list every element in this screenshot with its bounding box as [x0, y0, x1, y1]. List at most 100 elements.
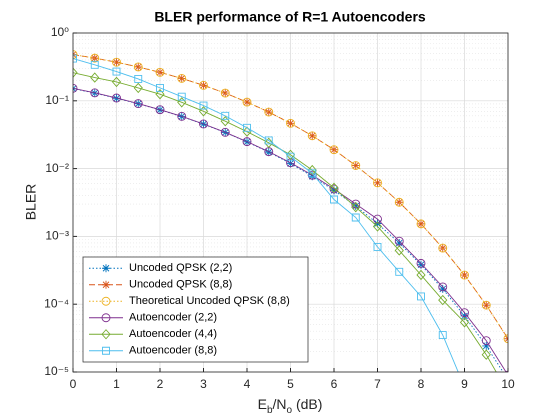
marker	[90, 60, 99, 69]
marker	[481, 349, 491, 360]
marker	[199, 80, 208, 90]
marker	[177, 92, 186, 101]
marker	[481, 336, 491, 346]
chart-title: BLER performance of R=1 Autoencoders	[154, 9, 426, 25]
marker	[395, 267, 404, 276]
x-axis-label: Eb/No (dB)	[258, 396, 323, 416]
series-line	[73, 87, 507, 372]
marker	[394, 245, 404, 256]
marker	[286, 159, 295, 168]
marker	[286, 118, 295, 128]
marker	[438, 294, 448, 306]
marker	[101, 296, 111, 306]
x-axis-label-part: (dB)	[292, 396, 322, 412]
marker	[112, 67, 121, 76]
marker	[329, 145, 339, 155]
marker	[394, 236, 404, 246]
marker	[503, 334, 508, 344]
marker	[177, 74, 186, 83]
marker	[112, 93, 121, 103]
marker	[102, 280, 110, 289]
marker	[242, 137, 252, 147]
marker	[373, 242, 382, 251]
legend: Uncoded QPSK (2,2) Uncoded QPSK (8,8) Theo…	[82, 256, 309, 363]
marker	[351, 202, 360, 211]
marker	[372, 221, 383, 232]
marker	[102, 346, 110, 355]
marker	[243, 98, 251, 107]
marker	[134, 75, 143, 83]
marker	[73, 54, 77, 63]
marker	[373, 214, 382, 224]
marker	[242, 97, 252, 107]
marker	[73, 83, 78, 93]
x-tick-label: 8	[418, 377, 425, 391]
marker	[73, 50, 78, 59]
x-tick-label: 10	[501, 377, 515, 391]
y-tick-label: 10⁻⁴	[44, 296, 69, 310]
legend-box	[82, 256, 309, 363]
x-tick-label: 1	[113, 377, 120, 391]
y-tick-label: 10⁻¹	[45, 93, 69, 107]
marker	[90, 72, 100, 83]
marker	[460, 308, 469, 318]
marker	[307, 131, 317, 141]
marker	[351, 161, 361, 170]
y-tick-label: 10⁰	[51, 25, 69, 39]
marker	[459, 317, 470, 328]
marker	[101, 329, 111, 340]
legend-label: Autoencoder (2,2)	[129, 312, 217, 324]
marker	[90, 88, 100, 98]
marker	[373, 178, 382, 187]
marker	[155, 89, 165, 100]
marker	[438, 282, 448, 292]
marker	[308, 169, 317, 178]
x-axis-label-part: /N	[273, 396, 287, 412]
marker	[438, 331, 447, 340]
x-axis-label-part: o	[287, 405, 293, 416]
marker	[373, 178, 382, 188]
marker	[133, 62, 143, 72]
legend-label: Theoretical Uncoded QPSK (8,8)	[129, 295, 290, 307]
legend-label: Autoencoder (4,4)	[129, 328, 217, 340]
marker	[417, 219, 425, 228]
legend-label: Uncoded QPSK (8,8)	[129, 279, 232, 291]
marker	[286, 152, 295, 161]
marker	[242, 126, 252, 137]
marker	[112, 57, 121, 67]
series-line	[73, 72, 497, 372]
marker	[482, 341, 491, 350]
marker	[220, 127, 230, 137]
y-tick-label: 10⁻³	[45, 229, 69, 243]
marker	[177, 111, 187, 121]
marker	[133, 82, 143, 94]
x-tick-label: 3	[200, 377, 207, 391]
marker	[417, 260, 425, 269]
x-axis-label-part: b	[267, 405, 273, 416]
marker	[351, 199, 361, 209]
legend-label: Uncoded QPSK (2,2)	[129, 262, 232, 274]
marker	[416, 258, 426, 268]
marker	[308, 131, 317, 140]
x-tick-label: 0	[70, 377, 77, 391]
marker	[133, 99, 143, 109]
marker	[155, 67, 165, 77]
marker	[460, 311, 469, 320]
marker	[330, 186, 338, 195]
x-tick-label: 5	[287, 377, 294, 391]
marker	[416, 219, 426, 229]
marker	[199, 119, 208, 129]
series-line	[73, 58, 459, 372]
marker	[243, 123, 251, 132]
marker	[264, 108, 273, 117]
marker	[394, 197, 404, 207]
marker	[102, 264, 110, 273]
x-axis-label-part: E	[258, 396, 267, 412]
marker	[329, 182, 339, 194]
y-tick-label: 10⁻²	[45, 161, 69, 175]
series-line	[73, 54, 508, 339]
marker	[177, 73, 187, 83]
marker	[395, 239, 404, 248]
marker	[308, 172, 317, 181]
marker	[264, 136, 273, 145]
